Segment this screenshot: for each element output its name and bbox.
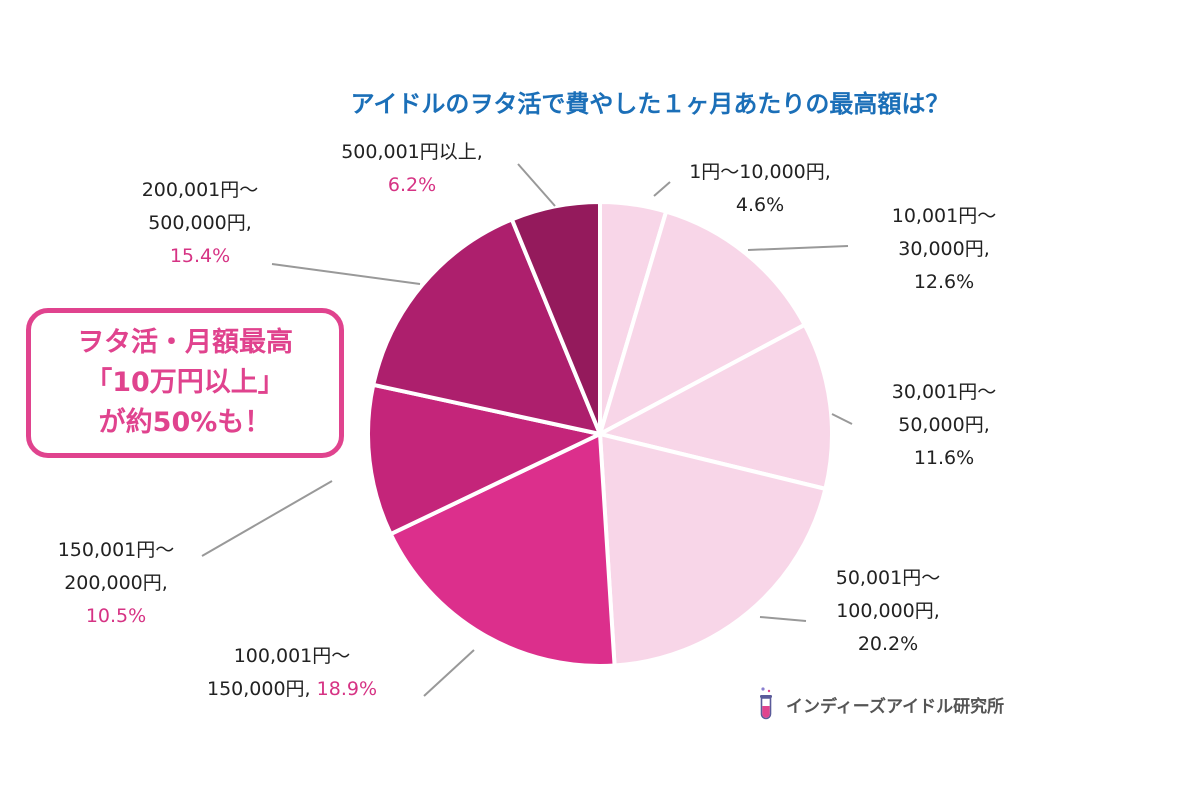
slice-label-5-line-1: 100,001円〜 [234,645,351,667]
slice-label-6-line-1: 150,001円〜 [58,539,175,561]
leader-line-1 [653,181,671,197]
slice-label-3: 30,001円〜 50,000円, 11.6% [892,381,996,469]
slice-label-6-line-2: 200,000円, [64,572,168,594]
slice-pct-1: 4.6% [736,194,784,216]
slice-label-5-line-2: 150,000円, [207,678,317,700]
test-tube-icon [760,687,772,720]
slice-pct-8: 6.2% [388,174,436,196]
callout-line-2: 「10万円以上」 [85,367,285,398]
slice-label-7: 200,001円〜 500,000円, 15.4% [142,179,259,267]
pie-slice-5 [388,432,617,668]
slice-labels: 1円〜10,000円, 4.6% 10,001円〜 30,000円, 12.6% 30,0… [58,141,997,700]
highlight-callout: ヲタ活・月額最高 「10万円以上」 が約50%も！ [26,308,344,458]
leader-line-7 [271,263,421,285]
leader-line-2 [747,245,849,251]
slice-label-7-line-1: 200,001円〜 [142,179,259,201]
slice-label-4: 50,001円〜 100,000円, 20.2% [836,567,940,655]
slice-label-8: 500,001円以上, 6.2% [341,141,483,196]
callout-line-1: ヲタ活・月額最高 [77,327,293,358]
pie-slices [366,200,834,668]
pie-slice-4 [598,432,828,668]
pie-slice-2 [598,209,807,436]
slice-label-3-line-1: 30,001円〜 [892,381,996,403]
pie-slice-7 [371,217,602,436]
leader-line-5 [423,649,475,697]
slice-label-1-line-1: 1円〜10,000円, [689,161,831,183]
slice-label-2: 10,001円〜 30,000円, 12.6% [892,205,996,293]
slice-pct-6: 10.5% [86,605,146,627]
slice-pct-4: 20.2% [858,633,918,655]
slice-pct-2: 12.6% [914,271,974,293]
leader-line-3 [831,413,853,425]
slice-pct-5: 18.9% [317,678,377,700]
slice-label-7-line-2: 500,000円, [148,212,252,234]
credit-text: インディーズアイドル研究所 [786,696,1005,717]
slice-label-2-line-2: 30,000円, [898,238,990,260]
callout-line-3: が約50%も！ [98,407,272,438]
slice-label-4-line-1: 50,001円〜 [836,567,940,589]
slice-label-8-line-1: 500,001円以上, [341,141,483,163]
slice-label-6: 150,001円〜 200,000円, 10.5% [58,539,175,627]
slice-pct-7: 15.4% [170,245,230,267]
slice-label-1: 1円〜10,000円, 4.6% [689,161,831,216]
slice-label-2-line-1: 10,001円〜 [892,205,996,227]
slice-label-4-line-2: 100,000円, [836,600,940,622]
leader-line-6 [201,480,333,557]
leader-lines [201,163,853,697]
slice-label-3-line-2: 50,000円, [898,414,990,436]
leader-line-4 [759,616,807,622]
slice-label-5: 100,001円〜 150,000円, 18.9% [207,645,377,700]
slice-pct-3: 11.6% [914,447,974,469]
chart-title: アイドルのヲタ活で費やした１ヶ月あたりの最高額は？ [351,90,950,118]
pie-slice-8 [509,200,602,436]
leader-line-8 [517,163,556,207]
source-credit: インディーズアイドル研究所 [756,686,1004,722]
